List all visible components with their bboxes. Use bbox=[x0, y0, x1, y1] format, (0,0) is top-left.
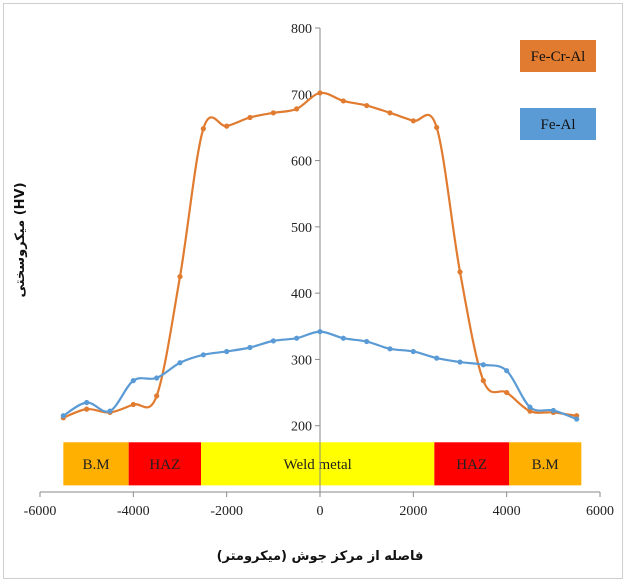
zone-band: B.M HAZ Weld metal HAZ B.M bbox=[63, 442, 582, 486]
data-point bbox=[247, 344, 253, 351]
data-point bbox=[107, 408, 113, 414]
data-point bbox=[270, 338, 276, 344]
zone-label: B.M bbox=[532, 457, 559, 473]
x-axis-title: فاصله از مرکز جوش (میکرومتر) bbox=[217, 549, 424, 564]
data-point bbox=[410, 348, 416, 355]
data-point bbox=[224, 123, 230, 129]
data-point bbox=[527, 408, 533, 414]
data-point bbox=[387, 110, 393, 116]
y-tick-label: 200 bbox=[291, 420, 312, 435]
legend-label: Fe-Al bbox=[541, 117, 576, 133]
data-point bbox=[480, 362, 486, 368]
y-tick-label: 700 bbox=[291, 88, 312, 103]
y-tick-label: 500 bbox=[291, 221, 312, 236]
data-point bbox=[504, 389, 510, 396]
x-tick-label: -2000 bbox=[210, 504, 243, 519]
data-point bbox=[457, 359, 463, 365]
data-point bbox=[200, 352, 206, 358]
zone-rect bbox=[509, 442, 582, 486]
zone-rect bbox=[128, 442, 201, 486]
data-point bbox=[364, 102, 370, 109]
data-point bbox=[364, 338, 370, 345]
data-point bbox=[270, 110, 276, 116]
data-point bbox=[340, 98, 346, 104]
data-point bbox=[434, 355, 440, 361]
data-point bbox=[224, 348, 230, 355]
data-point bbox=[247, 114, 253, 121]
zone-label: B.M bbox=[82, 457, 109, 473]
data-point bbox=[84, 406, 90, 412]
legend-label: Fe-Cr-Al bbox=[531, 49, 586, 65]
data-point bbox=[130, 401, 136, 408]
data-point bbox=[177, 360, 183, 366]
data-point bbox=[317, 90, 323, 96]
data-point bbox=[574, 416, 580, 422]
data-point bbox=[410, 118, 416, 124]
y-tick-label: 600 bbox=[291, 155, 312, 170]
zone-label: HAZ bbox=[456, 457, 487, 473]
legend-swatch bbox=[520, 40, 596, 72]
y-tick-label: 400 bbox=[291, 287, 312, 302]
zone-label: HAZ bbox=[149, 457, 180, 473]
series-layer bbox=[60, 90, 580, 422]
x-tick-label: 4000 bbox=[493, 504, 521, 519]
data-point bbox=[550, 407, 556, 414]
x-tick-label: -4000 bbox=[117, 504, 150, 519]
data-point bbox=[60, 413, 66, 419]
axes: -6000 -4000 -2000 0 2000 4000 6000 200 300 400 500… bbox=[24, 22, 614, 519]
zone-rect bbox=[201, 442, 435, 486]
data-point bbox=[434, 124, 440, 131]
legend-swatch bbox=[520, 108, 596, 140]
data-point bbox=[294, 106, 300, 112]
data-point bbox=[177, 273, 183, 280]
x-tick-label: 0 bbox=[317, 504, 324, 519]
data-point bbox=[317, 328, 323, 335]
x-tick-label: 6000 bbox=[586, 504, 614, 519]
data-point bbox=[457, 269, 463, 275]
legend: Fe-Cr-Al Fe-Al bbox=[520, 40, 596, 140]
y-tick-label: 300 bbox=[291, 353, 312, 368]
x-tick-label: 2000 bbox=[399, 504, 427, 519]
zone-rect bbox=[434, 442, 509, 486]
data-point bbox=[527, 404, 533, 410]
data-point bbox=[130, 378, 136, 384]
data-point bbox=[504, 368, 510, 374]
data-point bbox=[387, 346, 393, 352]
data-point bbox=[154, 375, 160, 381]
x-tick-label: -6000 bbox=[24, 504, 57, 519]
data-point bbox=[294, 335, 300, 341]
y-axis-title: میکروسختی (HV) bbox=[13, 182, 28, 297]
data-point bbox=[340, 335, 346, 341]
data-point bbox=[480, 378, 486, 384]
zone-rect bbox=[63, 442, 129, 486]
data-point bbox=[154, 393, 160, 399]
y-tick-label: 800 bbox=[291, 22, 312, 37]
zone-label: Weld metal bbox=[283, 457, 351, 473]
data-point bbox=[200, 126, 206, 132]
data-point bbox=[84, 399, 90, 406]
